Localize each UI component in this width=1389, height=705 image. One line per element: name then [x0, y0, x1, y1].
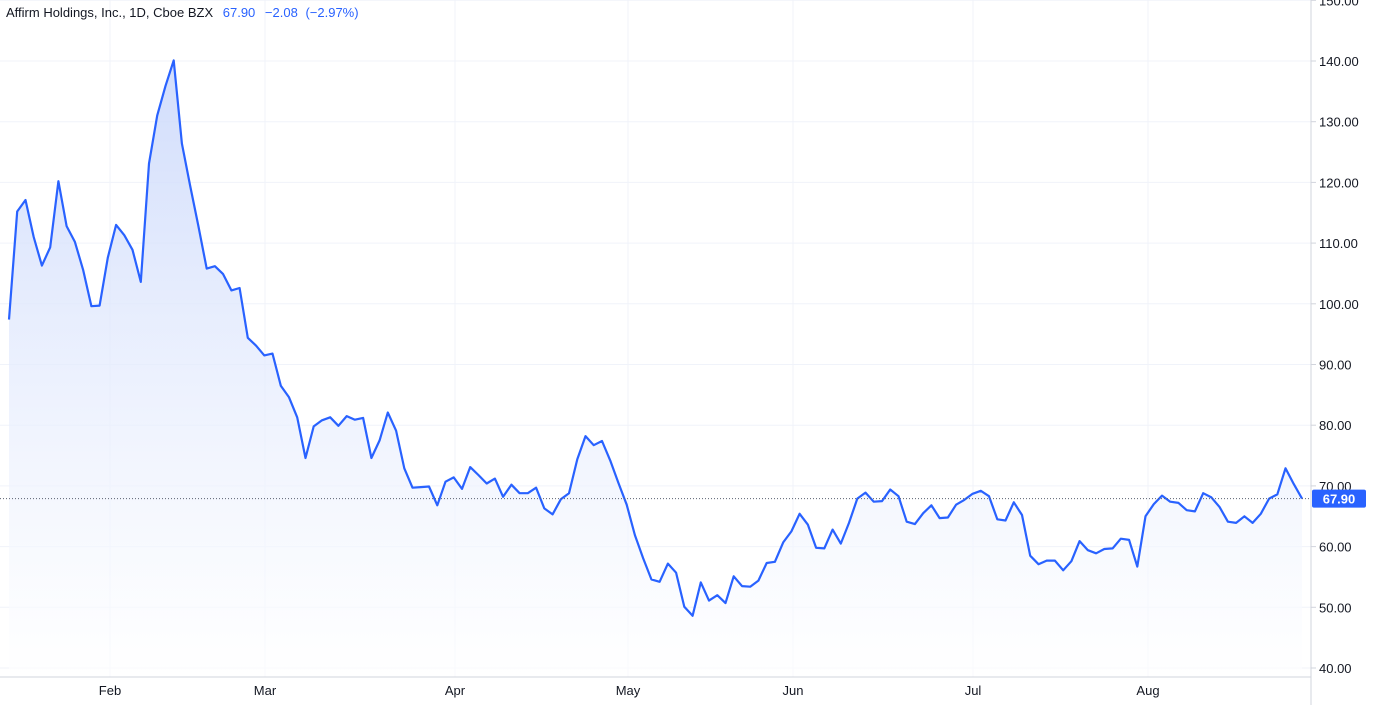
x-tick-label: Feb: [99, 683, 121, 698]
x-tick-label: Aug: [1136, 683, 1159, 698]
y-tick-label: 50.00: [1319, 600, 1352, 615]
axes: [0, 0, 1312, 705]
y-tick-label: 40.00: [1319, 661, 1352, 676]
x-tick-label: May: [616, 683, 641, 698]
last-price-badge: [1312, 489, 1366, 508]
price-line-layer: [7, 59, 1303, 617]
chart-legend: Affirm Holdings, Inc., 1D, Cboe BZX 67.9…: [6, 5, 359, 20]
y-tick-label: 120.00: [1319, 175, 1359, 190]
y-tick-label: 90.00: [1319, 358, 1352, 373]
area-fill: [9, 60, 1302, 677]
last-price-label: 67.90: [1323, 492, 1356, 507]
y-tick-label: 150.00: [1319, 0, 1359, 8]
price-change-percent: (−2.97%): [305, 5, 359, 20]
x-tick-label: Apr: [445, 683, 466, 698]
price-change: −2.08: [264, 5, 298, 20]
y-axis-ticks: 40.0050.0060.0070.0080.0090.00100.00110.…: [1311, 0, 1359, 676]
x-tick-label: Jul: [965, 683, 982, 698]
last-price-tag: 67.90: [0, 489, 1366, 508]
area-fill-layer: [9, 60, 1302, 677]
last-price: 67.90: [222, 5, 256, 20]
y-tick-label: 100.00: [1319, 297, 1359, 312]
y-tick-label: 130.00: [1319, 115, 1359, 130]
y-tick-label: 60.00: [1319, 540, 1352, 555]
y-tick-label: 140.00: [1319, 54, 1359, 69]
symbol-title: Affirm Holdings, Inc., 1D, Cboe BZX: [6, 5, 214, 20]
price-line: [7, 59, 1303, 617]
x-tick-label: Mar: [254, 683, 277, 698]
x-axis-ticks: Feb Mar Apr May Jun Jul Aug: [99, 683, 1160, 698]
x-tick-label: Jun: [783, 683, 804, 698]
y-tick-label: 80.00: [1319, 418, 1352, 433]
y-tick-label: 110.00: [1319, 236, 1358, 251]
